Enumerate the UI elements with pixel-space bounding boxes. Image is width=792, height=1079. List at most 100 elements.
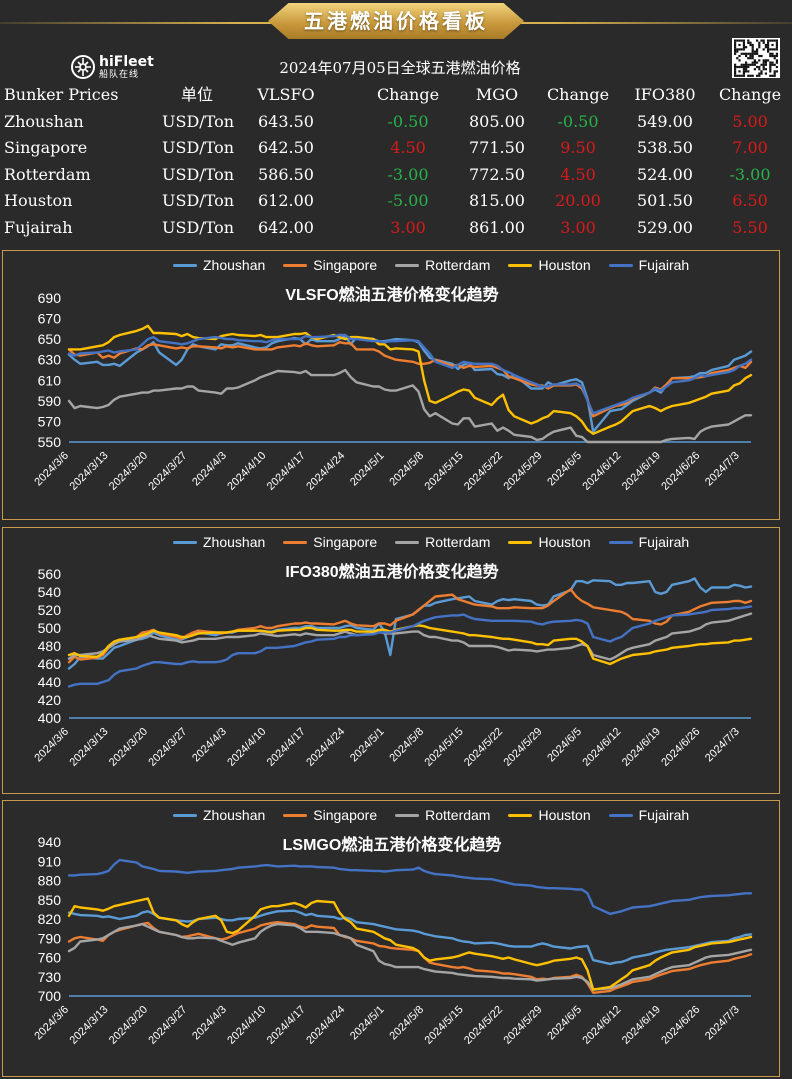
y-tick-label: 940 [38, 834, 62, 850]
series-line-rotterdam [67, 612, 753, 661]
price-table: Bunker Prices 单位 VLSFO Change MGO Change… [0, 82, 792, 241]
y-tick-label: 820 [38, 911, 62, 927]
series-line-houston [67, 897, 753, 991]
x-tick-label: 2024/3/13 [67, 726, 110, 769]
series-line-zhoushan [67, 334, 753, 433]
legend-swatch [283, 540, 308, 544]
chart-title: VLSFO燃油五港价格变化趋势 [285, 287, 499, 304]
legend-swatch [283, 813, 308, 817]
legend-item-houston: Houston [508, 257, 591, 273]
table-row: Singapore USD/Ton 642.50 4.50 771.50 9.5… [0, 135, 792, 162]
ifo380-price: 501.50 [637, 191, 693, 210]
y-tick-label: 630 [38, 352, 62, 368]
y-tick-label: 790 [38, 930, 62, 946]
unit: USD/Ton [162, 164, 235, 184]
x-tick-label: 2024/6/5 [545, 1004, 584, 1043]
x-tick-label: 2024/4/24 [304, 1004, 347, 1047]
x-tick-label: 2024/5/8 [387, 726, 426, 765]
ifo380-change: 7.00 [732, 138, 768, 157]
legend-swatch [608, 540, 633, 544]
legend-item-singapore: Singapore [283, 257, 377, 273]
column-header-vlsfo: VLSFO [257, 85, 315, 104]
mgo-change: 3.00 [560, 217, 596, 237]
series-line-rotterdam [67, 368, 753, 444]
x-tick-label: 2024/5/1 [348, 726, 387, 765]
mgo-price: 772.50 [469, 164, 525, 184]
y-tick-label: 400 [38, 710, 62, 726]
ifo380-change: 5.50 [732, 217, 768, 237]
unit: USD/Ton [162, 111, 235, 131]
legend-swatch [283, 263, 308, 267]
ifo380-price: 524.00 [637, 164, 693, 184]
y-tick-label: 650 [38, 331, 62, 347]
x-tick-label: 2024/4/10 [225, 726, 268, 769]
ifo380-change: 5.00 [732, 111, 768, 131]
chart-legend: Zhoushan Singapore Rotterdam Houston Fujaira… [173, 257, 707, 273]
x-tick-label: 2024/3/13 [67, 450, 110, 493]
banner-title: 五港燃油价格看板 [304, 9, 488, 33]
legend-item-zhoushan: Zhoushan [173, 257, 265, 273]
legend-label: Rotterdam [425, 807, 491, 823]
logo-name: hiFleet [99, 53, 154, 70]
mgo-price: 771.50 [469, 138, 525, 157]
vlsfo-change: -3.00 [387, 164, 429, 184]
table-row: Houston USD/Ton 612.00 -5.00 815.00 20.0… [0, 188, 792, 215]
y-tick-label: 850 [38, 892, 62, 908]
legend-label: Houston [538, 807, 591, 823]
chart-title: IFO380燃油五港价格变化趋势 [285, 564, 499, 581]
series-line-rotterdam [67, 922, 753, 991]
ifo380-line-chart: 4004204404604805005205405602024/3/62024/… [32, 566, 753, 769]
x-tick-label: 2024/5/29 [501, 450, 544, 493]
x-tick-label: 2024/6/26 [659, 1004, 702, 1047]
legend-label: Rotterdam [425, 257, 491, 273]
vlsfo-line-chart: 550 570 590 610 630 650 670 690 2024/3/62024/3/1… [32, 290, 753, 493]
legend-swatch [395, 813, 420, 817]
x-tick-label: 2024/3/6 [32, 1004, 71, 1043]
vlsfo-change: 3.00 [390, 217, 426, 237]
y-tick-label: 520 [38, 602, 62, 618]
legend-swatch [395, 263, 420, 267]
x-tick-label: 2024/4/17 [265, 450, 308, 493]
y-tick-label: 690 [38, 290, 62, 306]
legend-swatch [508, 813, 533, 817]
x-tick-label: 2024/6/19 [620, 450, 663, 493]
legend-label: Singapore [313, 257, 378, 273]
vlsfo-price: 643.50 [258, 111, 314, 131]
chart-legend: Zhoushan Singapore Rotterdam Houston Fujaira… [173, 534, 707, 550]
x-tick-label: 2024/4/3 [190, 1004, 229, 1043]
y-tick-label: 610 [38, 372, 62, 388]
x-tick-label: 2024/6/19 [620, 1004, 663, 1047]
logo-subtitle: 船队在线 [99, 69, 140, 80]
y-tick-label: 550 [38, 434, 62, 450]
legend-label: Fujairah [638, 257, 690, 273]
y-tick-label: 570 [38, 413, 62, 429]
x-tick-label: 2024/5/8 [387, 1004, 426, 1043]
legend-item-singapore: Singapore [283, 534, 377, 550]
x-tick-label: 2024/4/10 [225, 1004, 268, 1047]
port-name: Rotterdam [4, 164, 91, 184]
legend-swatch [173, 813, 197, 817]
chart-title: LSMGO燃油五港价格变化趋势 [282, 837, 502, 854]
ifo380-price: 529.00 [637, 217, 693, 237]
column-header-unit: 单位 [180, 85, 213, 104]
column-header-ifo380: IFO380 [634, 85, 696, 104]
x-tick-label: 2024/3/6 [32, 726, 71, 765]
legend-label: Zhoushan [203, 807, 266, 823]
lsmgo-chart-panel: Zhoushan Singapore Rotterdam Houston Fujaira… [2, 800, 780, 1077]
y-tick-label: 670 [38, 311, 62, 327]
ifo380-chart-panel: Zhoushan Singapore Rotterdam Houston Fujaira… [2, 527, 780, 794]
legend-item-houston: Houston [508, 534, 591, 550]
x-tick-label: 2024/7/3 [703, 1004, 742, 1043]
x-tick-label: 2024/7/3 [703, 726, 742, 765]
y-tick-label: 500 [38, 620, 62, 636]
legend-item-singapore: Singapore [283, 807, 377, 823]
legend-label: Fujairah [638, 534, 690, 550]
legend-swatch [173, 540, 197, 544]
vlsfo-price: 642.50 [258, 138, 314, 157]
column-header-mgo: MGO [475, 85, 519, 104]
ifo380-price: 538.50 [637, 138, 693, 157]
x-tick-label: 2024/6/19 [620, 726, 663, 769]
x-tick-label: 2024/5/29 [501, 1004, 544, 1047]
y-tick-label: 910 [38, 853, 62, 869]
